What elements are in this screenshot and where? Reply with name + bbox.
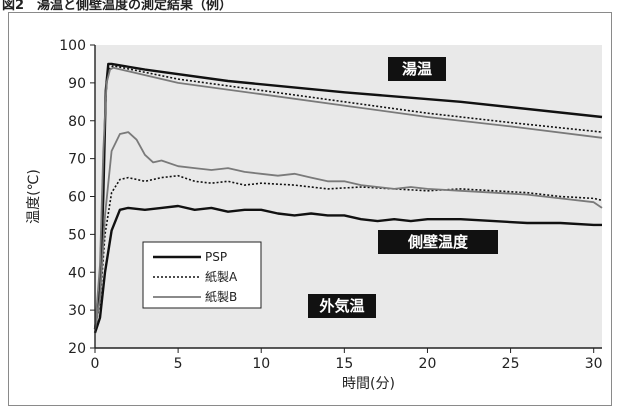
legend-box <box>142 241 262 309</box>
legend-label: 紙製A <box>205 269 238 284</box>
y-tick-label: 30 <box>68 303 86 319</box>
x-axis-title: 時間(分) <box>342 376 395 392</box>
y-tick-label: 50 <box>68 227 86 243</box>
series-line-wall-5 <box>94 131 603 330</box>
y-axis-title: 温度(℃) <box>26 169 42 224</box>
x-tick-label: 15 <box>335 356 353 372</box>
annotation-label: 側壁温度 <box>407 233 469 251</box>
y-tick-label: 20 <box>68 341 86 357</box>
series-line-wall-3 <box>93 204 602 334</box>
annotation-box <box>388 57 446 81</box>
y-tick-label: 40 <box>68 265 86 281</box>
legend-label: PSP <box>205 250 227 264</box>
annotation-box <box>308 294 376 318</box>
legend-label: 紙製B <box>205 289 237 304</box>
x-tick-label: 20 <box>419 356 437 372</box>
y-tick-label: 70 <box>68 152 86 168</box>
series-line-water-2 <box>94 66 603 330</box>
y-tick-label: 80 <box>68 114 86 130</box>
x-tick-label: 10 <box>252 356 270 372</box>
annotation-box <box>378 230 498 254</box>
y-tick-label: 90 <box>68 76 86 92</box>
legend: PSP 紙製A 紙製B <box>142 241 262 309</box>
annotation-label: 湯温 <box>402 60 432 78</box>
x-tick-label: 0 <box>91 356 100 372</box>
y-tick-label: 100 <box>59 38 86 54</box>
series-line-water-0 <box>93 62 603 330</box>
annotation-label: 外気温 <box>318 297 364 315</box>
x-tick-label: 30 <box>585 356 603 372</box>
series-line-water-1 <box>94 65 603 330</box>
x-tick-label: 25 <box>502 356 520 372</box>
ticks-layer: 20 30 40 50 60 70 80 90 100 0 5 10 15 20 25 30 <box>59 38 602 372</box>
series-layer <box>93 62 603 334</box>
series-line-wall-4 <box>94 174 603 330</box>
figure-caption: 図2 湯温と側壁温度の測定結果（例） <box>2 0 233 13</box>
y-tick-label: 60 <box>68 190 86 206</box>
x-tick-label: 5 <box>174 356 183 372</box>
